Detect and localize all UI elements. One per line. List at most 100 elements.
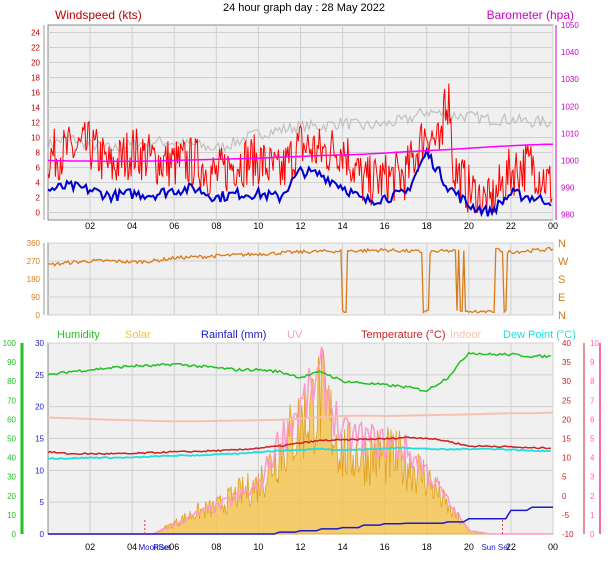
legend-entry: Rainfall (mm) (201, 329, 266, 341)
wind-y-tick-label: 20 (31, 59, 40, 68)
wind-y-tick-label: 18 (31, 74, 40, 83)
x-tick-label: 00 (548, 542, 558, 552)
barometer-axis-label: Barometer (hpa) (487, 8, 574, 22)
compass-label: W (558, 256, 569, 268)
rain-y-tick-label: 10 (35, 466, 44, 475)
legend-entry: Humidity (57, 329, 100, 341)
temp-y-tick-label: 40 (562, 339, 571, 348)
humidity-line (47, 351, 552, 393)
direction-y-tick-label: 180 (27, 275, 41, 284)
x-tick-label: 06 (169, 221, 179, 231)
wind-y-tick-label: 4 (36, 179, 41, 188)
humidity-y-tick-label: 70 (7, 396, 16, 405)
wind-y-tick-label: 24 (31, 29, 40, 38)
x-tick-label: 16 (380, 221, 390, 231)
uv-y-tick-label: 0 (590, 530, 595, 539)
x-tick-label: 22 (506, 221, 516, 231)
x-tick-label: 22 (506, 542, 516, 552)
x-tick-label: 04 (127, 221, 137, 231)
compass-label: N (558, 310, 566, 322)
x-tick-label: 02 (85, 221, 95, 231)
temp-y-tick-label: -5 (562, 511, 570, 520)
temp-y-tick-label: 15 (562, 435, 571, 444)
temp-y-tick-label: 25 (562, 396, 571, 405)
humidity-y-tick-label: 0 (12, 530, 17, 539)
uv-y-tick-label: 5 (590, 435, 595, 444)
direction-series (47, 246, 554, 314)
rain-y-tick-label: 0 (40, 530, 45, 539)
humidity-y-tick-label: 20 (7, 492, 16, 501)
legend-entry: Temperature (°C) (361, 329, 445, 341)
rain-y-tick-label: 25 (35, 371, 44, 380)
astro-annotation: MoonSet (138, 543, 171, 552)
temp-y-tick-label: 5 (562, 473, 567, 482)
compass-label: E (558, 292, 565, 304)
weather-panel: 0510152025300102030405060708090100-10-50… (3, 329, 601, 552)
page-title: 24 hour graph day : 28 May 2022 (223, 2, 385, 14)
x-tick-label: 14 (338, 221, 348, 231)
rain-y-tick-label: 15 (35, 435, 44, 444)
uv-y-tick-label: 8 (590, 377, 595, 386)
humidity-y-tick-label: 80 (7, 377, 16, 386)
x-tick-label: 16 (380, 542, 390, 552)
uv-y-tick-label: 1 (590, 511, 595, 520)
temp-y-tick-label: 0 (562, 492, 567, 501)
x-tick-label: 18 (422, 542, 432, 552)
temp-y-tick-label: 10 (562, 454, 571, 463)
uv-y-tick-label: 2 (590, 492, 595, 501)
x-tick-label: 12 (295, 221, 305, 231)
wind-grid (48, 25, 554, 220)
barometer-y-tick-label: 1010 (561, 129, 579, 138)
wind-panel: 0246810121416182022249809901000101010201… (31, 8, 579, 231)
x-tick-label: 10 (253, 221, 263, 231)
x-tick-label: 20 (464, 542, 474, 552)
rain-y-tick-label: 20 (35, 403, 44, 412)
temperature-line (47, 436, 552, 456)
legend-entry: Solar (125, 329, 151, 341)
barometer-y-tick-label: 1050 (561, 21, 579, 30)
x-tick-label: 18 (422, 221, 432, 231)
weather-axes: 0510152025300102030405060708090100-10-50… (3, 339, 601, 552)
wind-direction-line (47, 246, 554, 314)
humidity-y-tick-label: 10 (7, 511, 16, 520)
rain-y-tick-label: 30 (35, 339, 44, 348)
x-tick-label: 10 (253, 542, 263, 552)
x-tick-label: 00 (548, 221, 558, 231)
humidity-y-tick-label: 90 (7, 358, 16, 367)
barometer-line (47, 143, 554, 162)
x-tick-label: 12 (295, 542, 305, 552)
barometer-y-tick-label: 1020 (561, 102, 579, 111)
astro-annotation: Rise (153, 543, 170, 552)
temp-y-tick-label: -10 (562, 530, 574, 539)
temp-y-tick-label: 20 (562, 415, 571, 424)
wind-y-tick-label: 0 (36, 209, 41, 218)
wind-y-tick-label: 14 (31, 104, 40, 113)
barometer-y-tick-label: 980 (561, 211, 575, 220)
direction-y-tick-label: 90 (31, 293, 40, 302)
x-tick-label: 08 (211, 221, 221, 231)
uv-y-tick-label: 6 (590, 415, 595, 424)
wind-y-tick-label: 22 (31, 44, 40, 53)
dew-point-line (47, 446, 552, 460)
x-tick-label: 20 (464, 221, 474, 231)
legend-entry: Indoor (450, 329, 482, 341)
barometer-y-tick-label: 1000 (561, 156, 579, 165)
windspeed-axis-label: Windspeed (kts) (55, 8, 142, 22)
humidity-y-tick-label: 60 (7, 415, 16, 424)
wind-y-tick-label: 12 (31, 119, 40, 128)
barometer-y-tick-label: 1040 (561, 48, 579, 57)
humidity-y-tick-label: 30 (7, 473, 16, 482)
direction-y-tick-label: 0 (36, 311, 41, 320)
wind-y-tick-label: 6 (36, 164, 41, 173)
indoor-line (47, 411, 554, 423)
x-tick-label: 14 (338, 542, 348, 552)
rainfall-line (48, 506, 553, 535)
temp-y-tick-label: 30 (562, 377, 571, 386)
wind-series (47, 83, 554, 218)
x-tick-label: 06 (169, 542, 179, 552)
humidity-y-tick-label: 40 (7, 454, 16, 463)
barometer-y-tick-label: 990 (561, 184, 575, 193)
wind-y-tick-label: 2 (36, 194, 41, 203)
